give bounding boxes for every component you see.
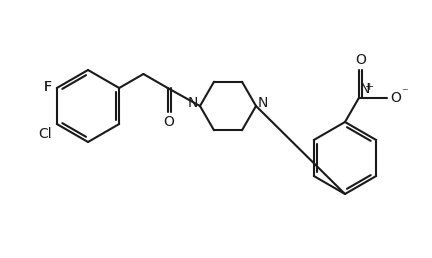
- Text: N: N: [187, 96, 198, 110]
- Text: O: O: [390, 91, 401, 105]
- Text: O: O: [355, 53, 366, 67]
- Text: N: N: [258, 96, 268, 110]
- Text: N: N: [360, 82, 370, 96]
- Text: F: F: [44, 80, 52, 94]
- Text: ⁻: ⁻: [401, 86, 408, 99]
- Text: +: +: [364, 82, 374, 92]
- Text: F: F: [44, 80, 52, 94]
- Text: O: O: [164, 115, 175, 129]
- Text: Cl: Cl: [38, 127, 52, 141]
